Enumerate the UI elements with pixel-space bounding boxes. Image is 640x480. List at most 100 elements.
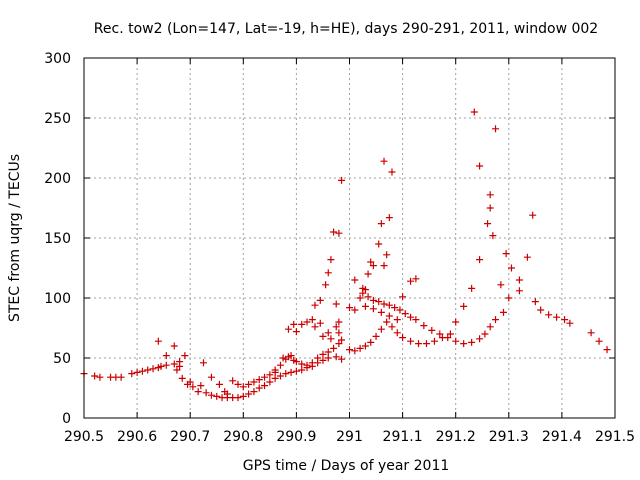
data-point [332, 323, 340, 331]
x-tick-label: 291 [336, 429, 363, 445]
data-point [271, 366, 279, 374]
data-point [284, 325, 292, 333]
data-point [470, 108, 478, 116]
data-point [375, 240, 383, 248]
data-point [380, 157, 388, 165]
y-tick-label: 50 [53, 351, 71, 367]
data-point [335, 329, 343, 337]
data-point [229, 377, 237, 385]
data-point [181, 352, 189, 360]
data-point [364, 293, 372, 301]
data-point [486, 204, 494, 212]
data-point [529, 211, 537, 219]
data-point [399, 293, 407, 301]
data-point [173, 366, 181, 374]
data-point [144, 366, 152, 374]
plot-frame [83, 57, 616, 419]
data-point [154, 337, 162, 345]
data-point [346, 346, 353, 354]
data-point [407, 313, 415, 321]
data-point [298, 366, 306, 374]
data-point [553, 313, 561, 321]
x-tick-label: 291.5 [595, 429, 635, 445]
data-point [481, 330, 489, 338]
data-point [369, 305, 377, 313]
data-point [239, 383, 247, 391]
data-point [178, 374, 186, 382]
data-point [367, 258, 375, 266]
data-point [393, 329, 401, 337]
data-point [189, 383, 197, 391]
data-point [239, 392, 247, 400]
data-point [282, 370, 290, 378]
data-point [170, 360, 178, 368]
data-point [523, 253, 531, 261]
data-point [385, 301, 393, 309]
data-point [399, 334, 407, 342]
data-point [322, 281, 330, 289]
data-point [430, 337, 438, 345]
data-point [133, 368, 141, 376]
data-point [266, 371, 274, 379]
data-point [460, 340, 468, 348]
data-point [446, 330, 454, 338]
data-point [287, 368, 295, 376]
data-point [428, 326, 436, 334]
data-point [292, 358, 300, 366]
data-point [401, 310, 409, 318]
data-point [311, 301, 319, 309]
data-point [308, 316, 316, 324]
data-point [338, 355, 346, 363]
y-axis-label: STEC from uqrg / TECUs [7, 154, 23, 322]
data-point [412, 316, 420, 324]
data-point [587, 329, 595, 337]
data-point [407, 277, 415, 285]
data-point [332, 353, 340, 361]
data-point [377, 325, 385, 333]
data-point [199, 359, 207, 367]
data-point [157, 362, 165, 370]
data-point [319, 356, 327, 364]
data-point [380, 262, 388, 270]
data-point [375, 298, 383, 306]
x-tick-label: 290.8 [223, 429, 263, 445]
data-point [468, 338, 476, 346]
data-point [261, 373, 269, 381]
data-point [298, 320, 306, 328]
data-point [213, 392, 221, 400]
data-point [460, 302, 468, 310]
data-point [197, 382, 205, 390]
data-point [505, 294, 513, 302]
data-point [361, 302, 369, 310]
data-point [250, 378, 258, 386]
data-point [223, 390, 231, 398]
data-point [324, 348, 332, 356]
data-point [330, 344, 338, 352]
data-point [476, 256, 484, 264]
data-point [388, 323, 396, 331]
data-point [369, 262, 377, 270]
data-point [415, 340, 423, 348]
x-tick-label: 290.9 [276, 429, 316, 445]
y-tick-label: 200 [44, 171, 71, 187]
data-point [497, 281, 505, 289]
data-point [486, 191, 494, 199]
y-tick-label: 0 [62, 411, 71, 427]
data-point [377, 308, 385, 316]
data-point [420, 322, 428, 330]
data-point [356, 294, 364, 302]
data-point [194, 388, 202, 396]
data-point [330, 228, 338, 236]
data-point [492, 316, 500, 324]
data-point [476, 162, 484, 170]
data-point [385, 214, 393, 222]
data-point [383, 318, 391, 326]
y-tick-label: 300 [44, 51, 71, 67]
data-point [351, 306, 359, 314]
axis-ticks: 290.5 290.6 290.7 290.8 290.9 291 291.1 291.2 29… [44, 51, 635, 445]
data-point [202, 389, 210, 397]
data-point [385, 312, 393, 320]
x-tick-label: 291.4 [542, 429, 582, 445]
data-point [162, 352, 170, 360]
